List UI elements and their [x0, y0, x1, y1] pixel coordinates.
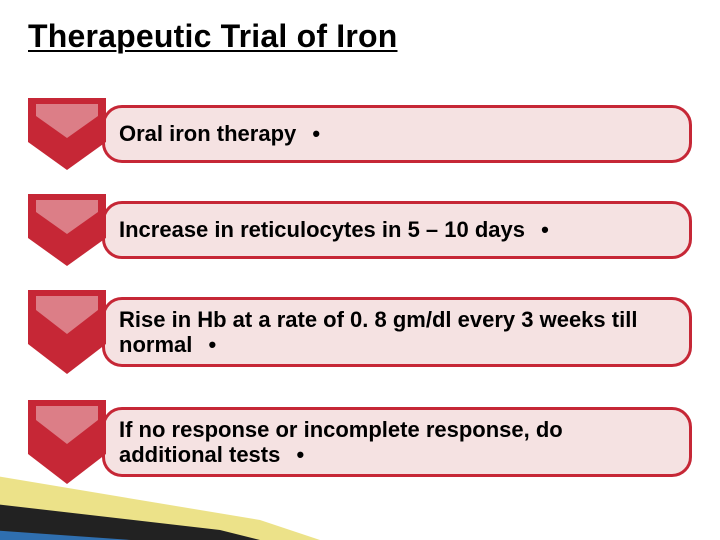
bullet-icon: •	[525, 217, 549, 242]
chevron-icon	[28, 400, 106, 484]
step-pill-2: Increase in reticulocytes in 5 – 10 days…	[102, 201, 692, 259]
chevron-icon	[28, 98, 106, 170]
step-pill-3: Rise in Hb at a rate of 0. 8 gm/dl every…	[102, 297, 692, 367]
slide: Therapeutic Trial of Iron Oral iron ther…	[0, 0, 720, 540]
step-pill-1: Oral iron therapy •	[102, 105, 692, 163]
step-text-2: Increase in reticulocytes in 5 – 10 days	[119, 217, 525, 242]
step-text-4: If no response or incomplete response, d…	[119, 417, 563, 467]
chevron-icon	[28, 194, 106, 266]
bullet-icon: •	[192, 332, 216, 357]
step-pill-4: If no response or incomplete response, d…	[102, 407, 692, 477]
step-text-1: Oral iron therapy	[119, 121, 296, 146]
slide-title: Therapeutic Trial of Iron	[28, 18, 398, 55]
step-row-4: If no response or incomplete response, d…	[28, 400, 692, 484]
step-row-2: Increase in reticulocytes in 5 – 10 days…	[28, 194, 692, 266]
step-row-3: Rise in Hb at a rate of 0. 8 gm/dl every…	[28, 290, 692, 374]
step-row-1: Oral iron therapy •	[28, 98, 692, 170]
bullet-icon: •	[280, 442, 304, 467]
bullet-icon: •	[296, 121, 320, 146]
chevron-icon	[28, 290, 106, 374]
